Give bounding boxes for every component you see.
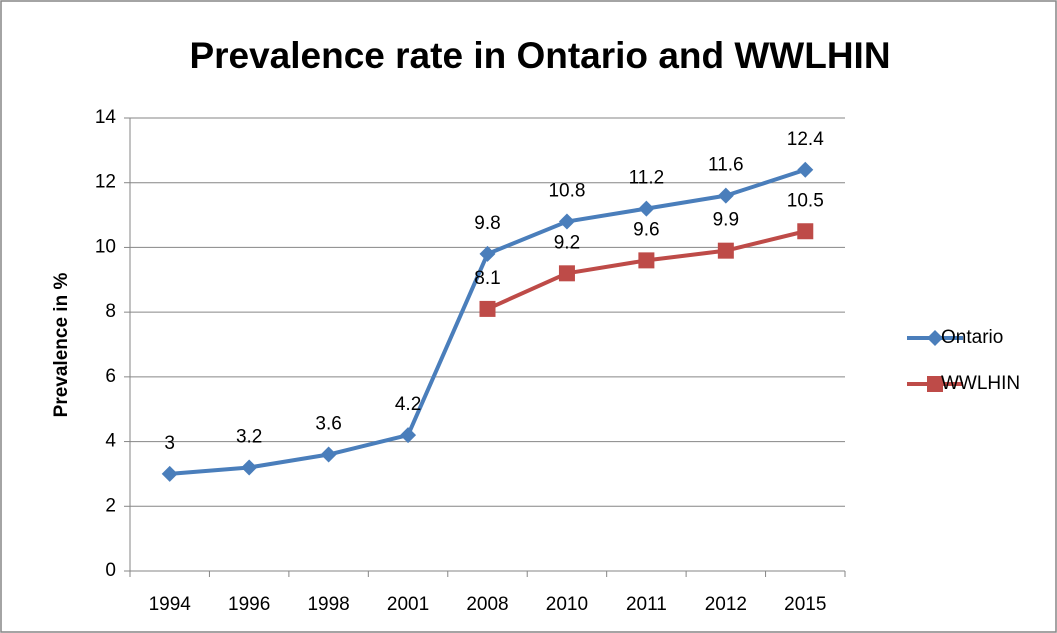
x-tick-label: 1996 — [228, 594, 270, 615]
data-label: 11.2 — [629, 168, 665, 189]
y-tick-label: 4 — [105, 431, 116, 452]
marker — [797, 161, 814, 178]
marker — [161, 465, 178, 482]
marker — [320, 446, 337, 463]
data-label: 9.6 — [633, 219, 659, 240]
legend-label: Ontario — [941, 327, 1003, 348]
y-tick-label: 12 — [95, 172, 116, 193]
x-tick-label: 2008 — [466, 594, 508, 615]
data-label: 9.2 — [554, 232, 580, 253]
data-label: 10.8 — [548, 181, 585, 202]
data-label: 3.2 — [236, 426, 262, 447]
data-label: 11.6 — [708, 155, 744, 176]
x-tick-label: 2012 — [705, 594, 747, 615]
data-label: 3.6 — [315, 414, 341, 435]
data-label: 8.1 — [474, 268, 500, 289]
x-tick-label: 2015 — [784, 594, 826, 615]
y-tick-label: 8 — [105, 301, 116, 322]
y-axis-label: Prevalence in % — [51, 273, 72, 418]
data-label: 3 — [164, 433, 175, 454]
marker — [638, 252, 655, 269]
chart-title: Prevalence rate in Ontario and WWLHIN — [189, 35, 890, 76]
marker — [558, 213, 575, 230]
y-tick-label: 10 — [95, 236, 116, 257]
x-tick-label: 2001 — [387, 594, 429, 615]
marker — [479, 245, 496, 262]
marker — [558, 265, 575, 282]
marker — [717, 242, 734, 259]
y-tick-label: 6 — [105, 366, 116, 387]
y-tick-label: 2 — [105, 495, 116, 516]
data-label: 9.8 — [474, 213, 500, 234]
data-label: 12.4 — [787, 129, 824, 150]
legend-label: WWLHIN — [941, 373, 1020, 394]
x-tick-label: 2010 — [546, 594, 588, 615]
x-tick-label: 2011 — [626, 594, 667, 615]
x-tick-label: 1994 — [149, 594, 192, 615]
marker — [927, 376, 943, 392]
marker — [797, 223, 814, 240]
marker — [927, 330, 943, 346]
marker — [479, 300, 496, 317]
marker — [717, 187, 734, 204]
marker — [400, 427, 417, 444]
data-label: 9.9 — [713, 210, 739, 231]
y-tick-label: 14 — [95, 107, 117, 128]
marker — [638, 200, 655, 217]
x-tick-label: 1998 — [307, 594, 349, 615]
y-tick-label: 0 — [105, 560, 116, 581]
data-label: 10.5 — [787, 190, 824, 211]
data-label: 4.2 — [395, 394, 421, 415]
marker — [241, 459, 258, 476]
